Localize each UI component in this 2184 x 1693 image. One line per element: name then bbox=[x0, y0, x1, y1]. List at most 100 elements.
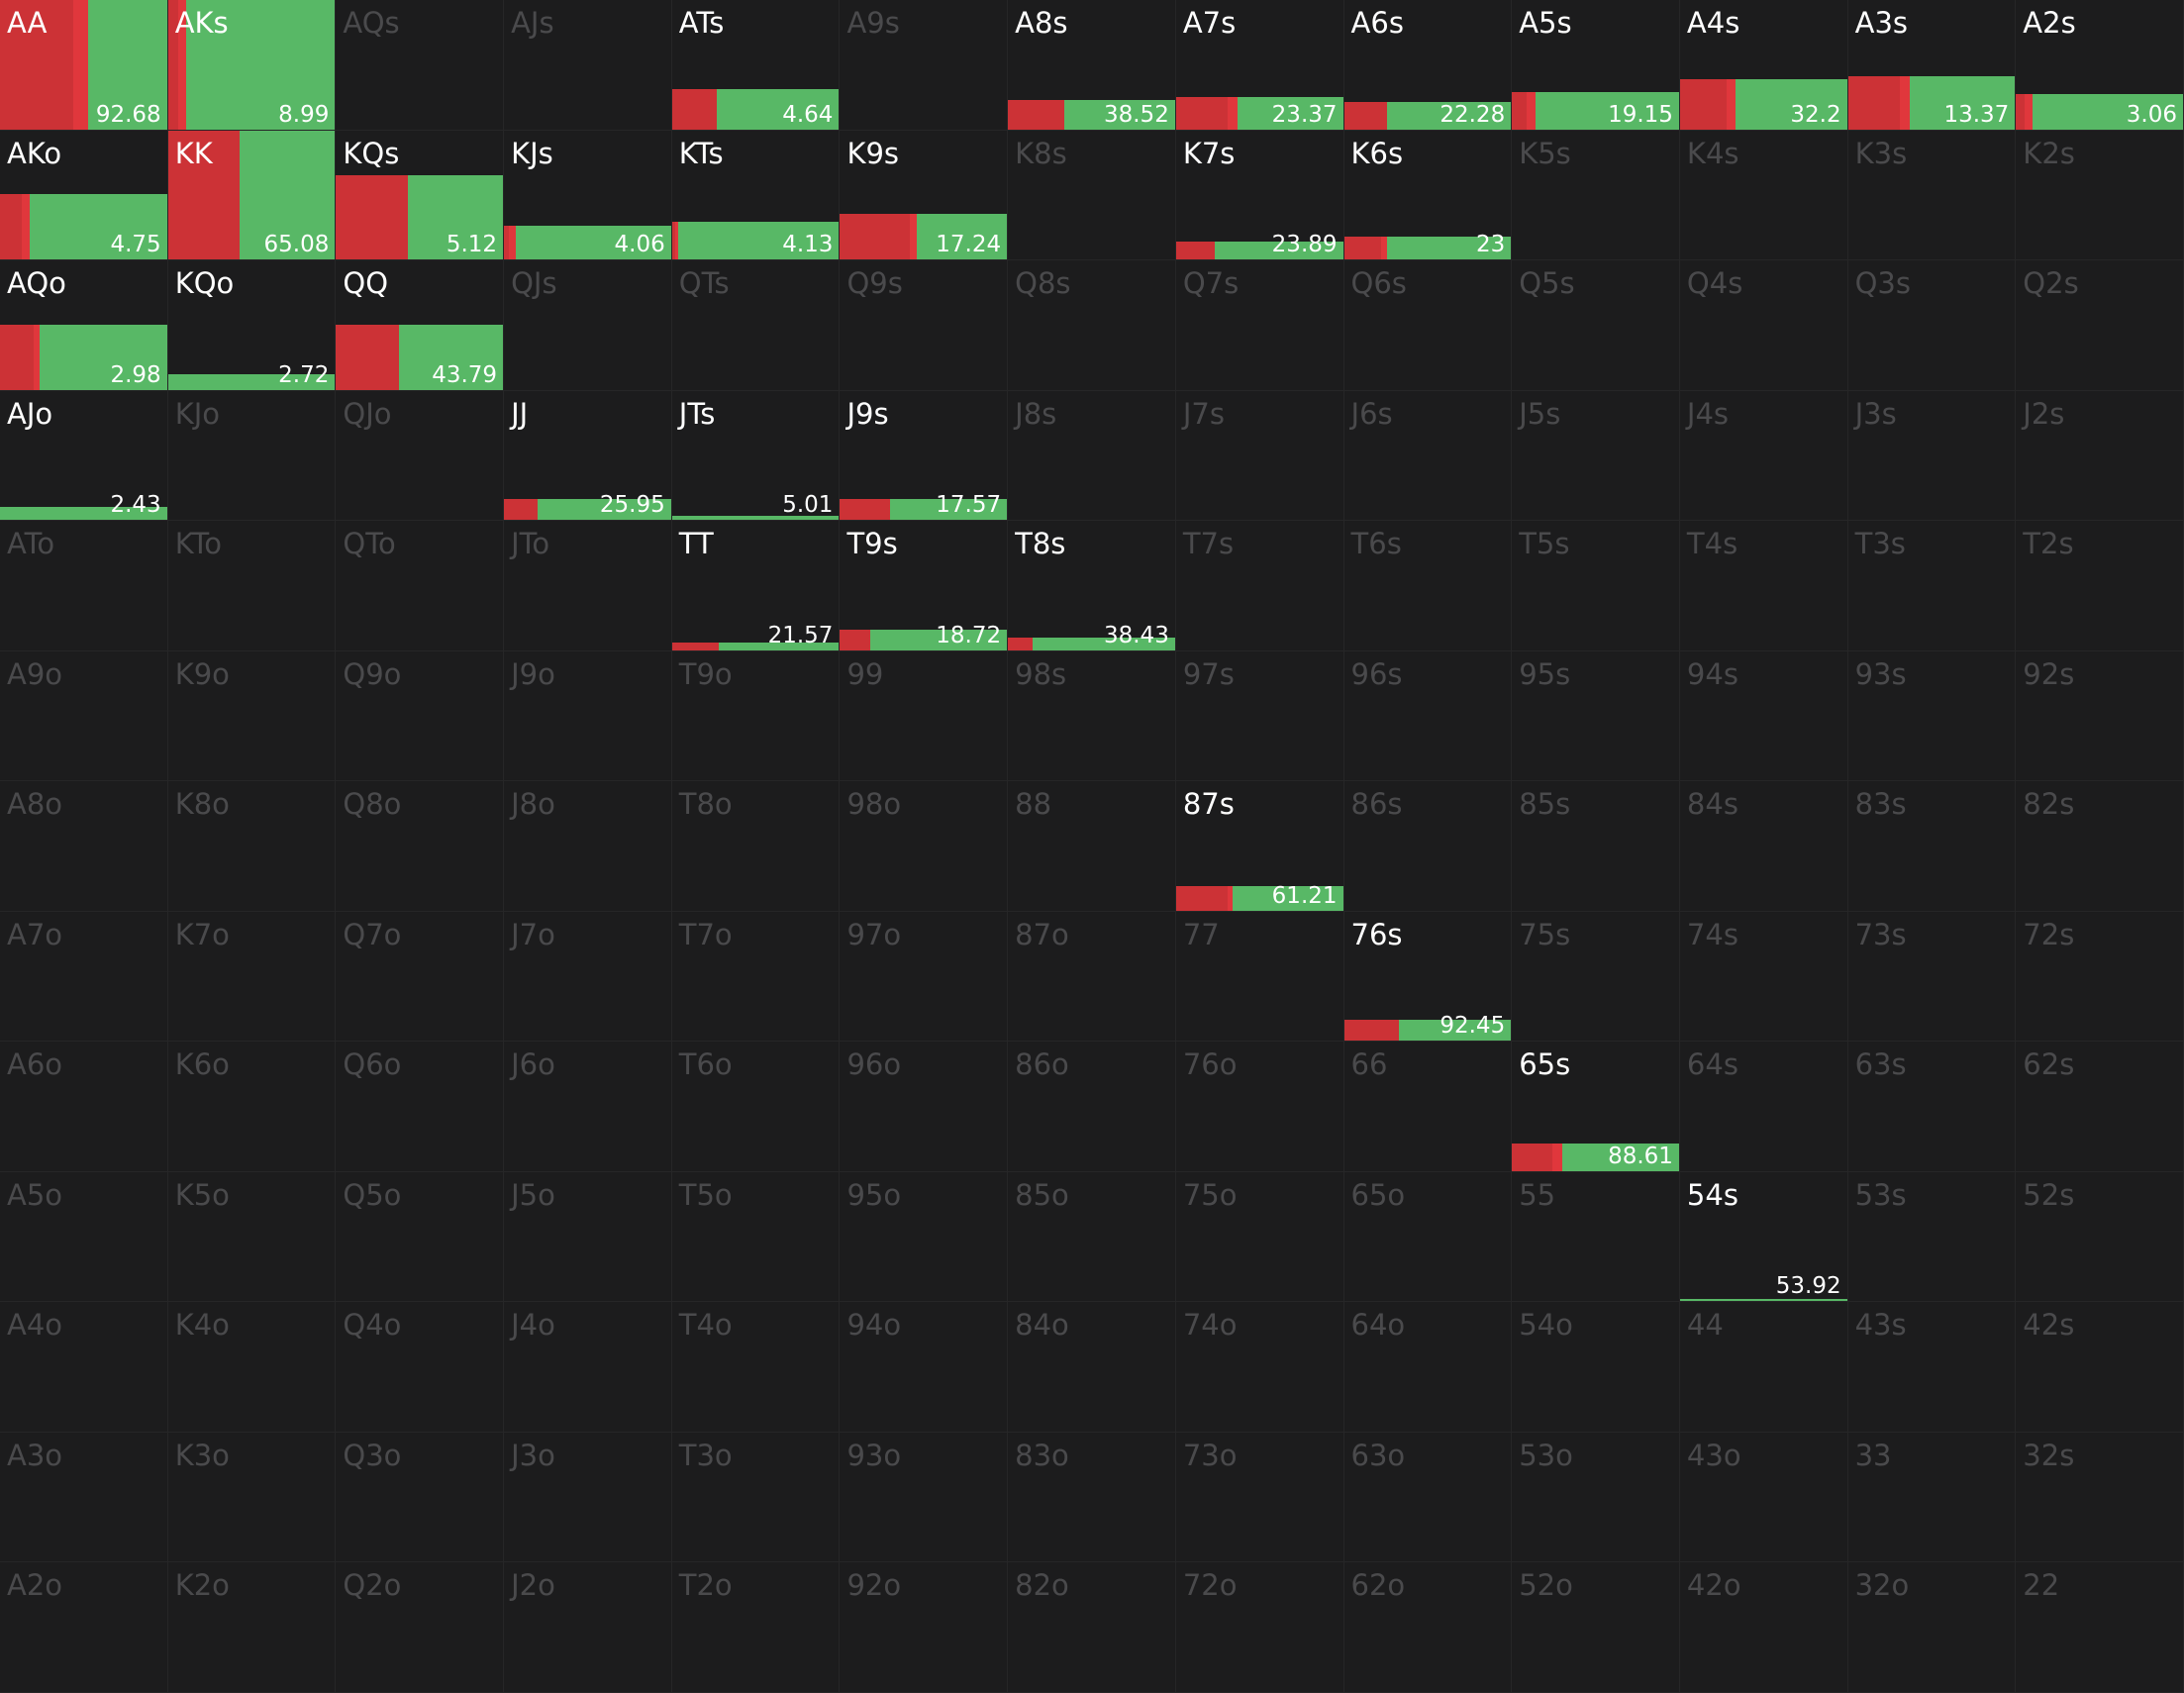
hand-cell-Q3o[interactable]: Q3o bbox=[336, 1432, 505, 1563]
hand-cell-J6o[interactable]: J6o bbox=[504, 1042, 672, 1172]
hand-cell-J4s[interactable]: J4s bbox=[1679, 390, 1848, 522]
hand-cell-97o[interactable]: 97o bbox=[840, 911, 1009, 1043]
hand-cell-K9o[interactable]: K9o bbox=[167, 650, 337, 782]
hand-cell-T9o[interactable]: T9o bbox=[671, 650, 841, 782]
hand-cell-ATo[interactable]: ATo bbox=[0, 521, 168, 651]
hand-cell-K7s[interactable]: 23.89 K7s bbox=[1175, 130, 1344, 261]
hand-cell-A8o[interactable]: A8o bbox=[0, 781, 168, 912]
hand-cell-K6o[interactable]: K6o bbox=[167, 1042, 337, 1172]
hand-cell-Q9o[interactable]: Q9o bbox=[336, 650, 505, 782]
hand-cell-J6s[interactable]: J6s bbox=[1343, 390, 1513, 522]
hand-cell-A5s[interactable]: 19.15 A5s bbox=[1512, 0, 1680, 131]
hand-cell-T5s[interactable]: T5s bbox=[1512, 521, 1680, 651]
hand-cell-TT[interactable]: 21.57 TT bbox=[671, 521, 841, 651]
hand-cell-A7o[interactable]: A7o bbox=[0, 911, 168, 1043]
hand-cell-A6s[interactable]: 22.28 A6s bbox=[1343, 0, 1513, 131]
hand-cell-43s[interactable]: 43s bbox=[1847, 1302, 2017, 1433]
hand-cell-83s[interactable]: 83s bbox=[1847, 781, 2017, 912]
hand-cell-72o[interactable]: 72o bbox=[1175, 1562, 1344, 1693]
hand-cell-Q9s[interactable]: Q9s bbox=[840, 260, 1009, 391]
hand-cell-J5o[interactable]: J5o bbox=[504, 1171, 672, 1303]
hand-cell-76o[interactable]: 76o bbox=[1175, 1042, 1344, 1172]
hand-cell-87s[interactable]: 61.21 87s bbox=[1175, 781, 1344, 912]
hand-cell-84s[interactable]: 84s bbox=[1679, 781, 1848, 912]
hand-cell-55[interactable]: 55 bbox=[1512, 1171, 1680, 1303]
hand-cell-86s[interactable]: 86s bbox=[1343, 781, 1513, 912]
hand-cell-T7o[interactable]: T7o bbox=[671, 911, 841, 1043]
hand-cell-J5s[interactable]: J5s bbox=[1512, 390, 1680, 522]
hand-cell-AKo[interactable]: 4.75 AKo bbox=[0, 130, 168, 261]
hand-cell-94o[interactable]: 94o bbox=[840, 1302, 1009, 1433]
hand-cell-74o[interactable]: 74o bbox=[1175, 1302, 1344, 1433]
hand-cell-K5s[interactable]: K5s bbox=[1512, 130, 1680, 261]
hand-cell-K8o[interactable]: K8o bbox=[167, 781, 337, 912]
hand-cell-98o[interactable]: 98o bbox=[840, 781, 1009, 912]
hand-cell-65o[interactable]: 65o bbox=[1343, 1171, 1513, 1303]
hand-cell-J9s[interactable]: 17.57 J9s bbox=[840, 390, 1009, 522]
hand-cell-A6o[interactable]: A6o bbox=[0, 1042, 168, 1172]
hand-cell-K5o[interactable]: K5o bbox=[167, 1171, 337, 1303]
hand-cell-K7o[interactable]: K7o bbox=[167, 911, 337, 1043]
hand-cell-54o[interactable]: 54o bbox=[1512, 1302, 1680, 1433]
hand-cell-KK[interactable]: 65.08 KK bbox=[167, 130, 337, 261]
hand-cell-K9s[interactable]: 17.24 K9s bbox=[840, 130, 1009, 261]
hand-cell-Q5o[interactable]: Q5o bbox=[336, 1171, 505, 1303]
hand-cell-43o[interactable]: 43o bbox=[1679, 1432, 1848, 1563]
hand-cell-65s[interactable]: 88.61 65s bbox=[1512, 1042, 1680, 1172]
hand-cell-T2o[interactable]: T2o bbox=[671, 1562, 841, 1693]
hand-cell-K2o[interactable]: K2o bbox=[167, 1562, 337, 1693]
hand-cell-96o[interactable]: 96o bbox=[840, 1042, 1009, 1172]
hand-cell-AQo[interactable]: 2.98 AQo bbox=[0, 260, 168, 391]
hand-cell-KTo[interactable]: KTo bbox=[167, 521, 337, 651]
hand-cell-77[interactable]: 77 bbox=[1175, 911, 1344, 1043]
hand-cell-T9s[interactable]: 18.72 T9s bbox=[840, 521, 1009, 651]
hand-cell-Q6s[interactable]: Q6s bbox=[1343, 260, 1513, 391]
hand-cell-92s[interactable]: 92s bbox=[2016, 650, 2184, 782]
hand-cell-A4s[interactable]: 32.2 A4s bbox=[1679, 0, 1848, 131]
hand-cell-T3s[interactable]: T3s bbox=[1847, 521, 2017, 651]
hand-cell-74s[interactable]: 74s bbox=[1679, 911, 1848, 1043]
hand-cell-Q2o[interactable]: Q2o bbox=[336, 1562, 505, 1693]
hand-cell-K2s[interactable]: K2s bbox=[2016, 130, 2184, 261]
hand-cell-T6s[interactable]: T6s bbox=[1343, 521, 1513, 651]
hand-cell-J7s[interactable]: J7s bbox=[1175, 390, 1344, 522]
hand-cell-QQ[interactable]: 43.79 QQ bbox=[336, 260, 505, 391]
hand-cell-86o[interactable]: 86o bbox=[1008, 1042, 1176, 1172]
hand-cell-A5o[interactable]: A5o bbox=[0, 1171, 168, 1303]
hand-cell-42s[interactable]: 42s bbox=[2016, 1302, 2184, 1433]
hand-cell-J7o[interactable]: J7o bbox=[504, 911, 672, 1043]
hand-cell-J4o[interactable]: J4o bbox=[504, 1302, 672, 1433]
hand-cell-KJo[interactable]: KJo bbox=[167, 390, 337, 522]
hand-cell-95o[interactable]: 95o bbox=[840, 1171, 1009, 1303]
hand-cell-Q3s[interactable]: Q3s bbox=[1847, 260, 2017, 391]
hand-cell-A8s[interactable]: 38.52 A8s bbox=[1008, 0, 1176, 131]
hand-cell-QJo[interactable]: QJo bbox=[336, 390, 505, 522]
hand-cell-AJs[interactable]: AJs bbox=[504, 0, 672, 131]
hand-cell-JJ[interactable]: 25.95 JJ bbox=[504, 390, 672, 522]
hand-cell-Q4o[interactable]: Q4o bbox=[336, 1302, 505, 1433]
hand-cell-64o[interactable]: 64o bbox=[1343, 1302, 1513, 1433]
hand-cell-K8s[interactable]: K8s bbox=[1008, 130, 1176, 261]
hand-cell-32o[interactable]: 32o bbox=[1847, 1562, 2017, 1693]
hand-cell-84o[interactable]: 84o bbox=[1008, 1302, 1176, 1433]
hand-cell-63o[interactable]: 63o bbox=[1343, 1432, 1513, 1563]
hand-cell-85o[interactable]: 85o bbox=[1008, 1171, 1176, 1303]
hand-cell-42o[interactable]: 42o bbox=[1679, 1562, 1848, 1693]
hand-cell-KQo[interactable]: 2.72 KQo bbox=[167, 260, 337, 391]
hand-cell-T4s[interactable]: T4s bbox=[1679, 521, 1848, 651]
hand-cell-95s[interactable]: 95s bbox=[1512, 650, 1680, 782]
hand-cell-T8o[interactable]: T8o bbox=[671, 781, 841, 912]
hand-cell-ATs[interactable]: 4.64 ATs bbox=[671, 0, 841, 131]
hand-cell-J3o[interactable]: J3o bbox=[504, 1432, 672, 1563]
hand-cell-K3s[interactable]: K3s bbox=[1847, 130, 2017, 261]
hand-cell-85s[interactable]: 85s bbox=[1512, 781, 1680, 912]
hand-cell-J8o[interactable]: J8o bbox=[504, 781, 672, 912]
hand-cell-T3o[interactable]: T3o bbox=[671, 1432, 841, 1563]
hand-cell-A2s[interactable]: 3.06 A2s bbox=[2016, 0, 2184, 131]
hand-cell-KTs[interactable]: 4.13 KTs bbox=[671, 130, 841, 261]
hand-cell-KQs[interactable]: 5.12 KQs bbox=[336, 130, 505, 261]
hand-cell-QJs[interactable]: QJs bbox=[504, 260, 672, 391]
hand-cell-64s[interactable]: 64s bbox=[1679, 1042, 1848, 1172]
hand-cell-73s[interactable]: 73s bbox=[1847, 911, 2017, 1043]
hand-cell-Q8s[interactable]: Q8s bbox=[1008, 260, 1176, 391]
